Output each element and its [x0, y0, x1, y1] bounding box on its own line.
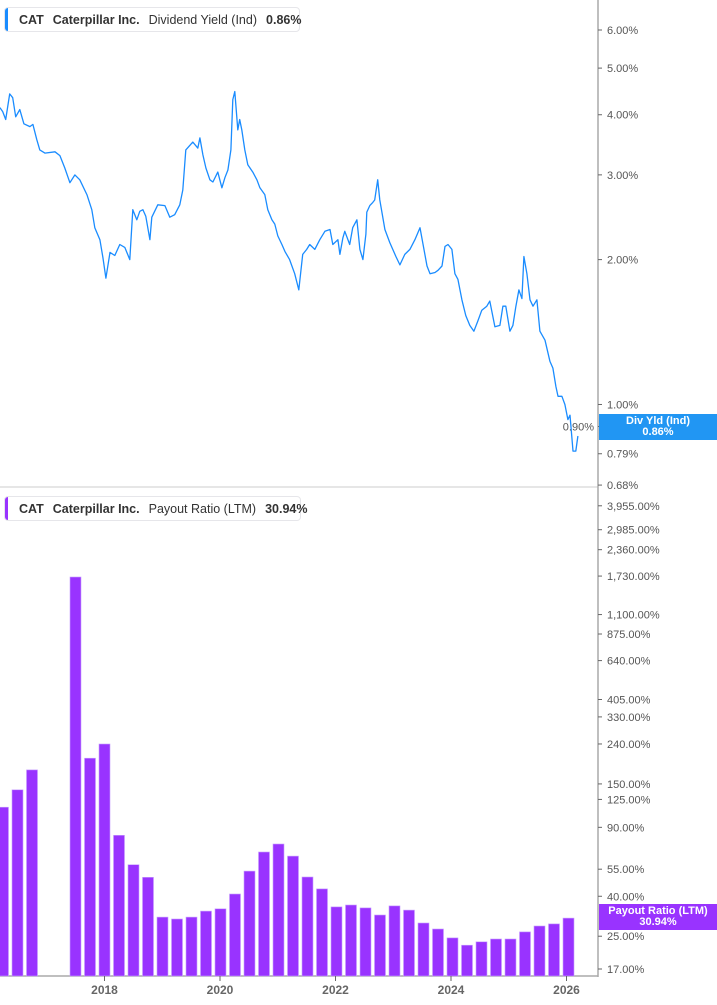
y-tick-label: 0.90%: [563, 421, 594, 433]
payout-bar: [185, 916, 198, 977]
y-tick-label: 405.00%: [607, 694, 651, 706]
y-tick-label: 40.00%: [607, 891, 645, 903]
x-tick-label: 2024: [438, 983, 465, 997]
tag-label: Payout Ratio (LTM): [608, 905, 708, 917]
payout-bar: [316, 888, 328, 977]
payout-value-tag: Payout Ratio (LTM) 30.94%: [599, 904, 717, 930]
yield-legend: CAT Caterpillar Inc. Dividend Yield (Ind…: [4, 7, 302, 32]
legend-metric: Payout Ratio (LTM): [148, 501, 257, 516]
payout-bar: [0, 806, 9, 977]
x-tick-label: 2020: [207, 983, 234, 997]
payout-bar: [504, 938, 517, 977]
y-tick-label: 1,730.00%: [607, 571, 660, 583]
yield-value-tag: Div Yld (Ind) 0.86%: [599, 414, 717, 440]
legend-ticker: CAT: [19, 12, 44, 27]
y-tick-label: 2.00%: [607, 255, 638, 267]
y-tick-label: 640.00%: [607, 656, 651, 668]
payout-bar: [156, 916, 169, 977]
payout-bar: [461, 944, 473, 977]
y-tick-label: 55.00%: [607, 864, 645, 876]
payout-bar: [374, 914, 386, 977]
payout-bar: [475, 941, 488, 977]
tag-label: Div Yld (Ind): [626, 415, 690, 427]
y-tick-label: 2,360.00%: [607, 545, 660, 557]
payout-bar: [562, 917, 575, 977]
y-tick-label: 125.00%: [607, 794, 651, 806]
legend-metric: Dividend Yield (Ind): [148, 12, 258, 27]
payout-bar: [533, 925, 546, 977]
legend-value: 0.86%: [266, 12, 302, 27]
payout-bar: [98, 743, 111, 977]
legend-ticker: CAT: [19, 501, 44, 516]
payout-bar: [113, 834, 125, 977]
y-tick-label: 90.00%: [607, 822, 645, 834]
payout-bar: [142, 876, 154, 977]
tag-value: 0.86%: [642, 426, 674, 438]
payout-bar: [432, 928, 444, 977]
payout-bar: [214, 908, 227, 977]
tag-value: 30.94%: [639, 916, 677, 928]
payout-bar: [417, 922, 430, 977]
x-tick-label: 2018: [91, 983, 118, 997]
y-tick-label: 240.00%: [607, 739, 651, 751]
payout-bar: [11, 789, 24, 977]
y-tick-label: 875.00%: [607, 629, 651, 641]
y-tick-label: 1,100.00%: [607, 610, 660, 622]
y-tick-label: 3,955.00%: [607, 501, 660, 513]
payout-bar: [345, 904, 357, 977]
payout-bar: [301, 876, 314, 977]
legend-accent: [5, 497, 8, 520]
payout-bar: [359, 907, 372, 977]
payout-bar: [330, 906, 343, 977]
payout-bar: [26, 769, 38, 977]
payout-bar: [287, 855, 299, 977]
y-tick-label: 4.00%: [607, 110, 638, 122]
y-tick-label: 0.68%: [607, 480, 638, 492]
payout-bar: [200, 910, 212, 977]
y-tick-label: 6.00%: [607, 25, 638, 37]
dividend-yield-line: [0, 90, 579, 452]
payout-bar: [229, 893, 241, 977]
y-tick-label: 2,985.00%: [607, 525, 660, 537]
payout-bar: [171, 918, 183, 977]
y-tick-label: 150.00%: [607, 779, 651, 791]
payout-bar: [69, 576, 82, 977]
legend-company: Caterpillar Inc.: [52, 501, 140, 516]
x-tick-label: 2026: [553, 983, 580, 997]
y-tick-label: 1.00%: [607, 399, 638, 411]
payout-bar: [519, 931, 531, 977]
y-tick-label: 5.00%: [607, 63, 638, 75]
y-tick-label: 17.00%: [607, 964, 645, 976]
payout-bar: [388, 905, 401, 977]
legend-value: 30.94%: [265, 501, 308, 516]
legend-accent: [5, 8, 8, 31]
payout-bar: [548, 923, 560, 977]
payout-bar: [258, 851, 270, 977]
y-tick-label: 3.00%: [607, 170, 638, 182]
payout-legend: CAT Caterpillar Inc. Payout Ratio (LTM) …: [4, 496, 307, 521]
legend-company: Caterpillar Inc.: [52, 12, 140, 27]
payout-bar: [84, 757, 96, 977]
payout-bar: [403, 909, 415, 977]
payout-bars: [0, 576, 575, 977]
payout-bar: [127, 864, 140, 977]
payout-bar: [446, 937, 459, 977]
payout-bar: [243, 870, 256, 977]
x-axis-ticks: 2018 2020 2022 2024 2026: [91, 976, 580, 997]
y-tick-label: 0.79%: [607, 449, 638, 461]
yield-axis-ticks: 6.00% 5.00% 4.00% 3.00% 2.00% 1.00% 0.90% 0.79%…: [563, 25, 639, 492]
payout-bar: [272, 843, 285, 977]
x-tick-label: 2022: [322, 983, 349, 997]
y-tick-label: 330.00%: [607, 712, 651, 724]
payout-bar: [490, 938, 502, 977]
payout-axis-ticks: 3,955.00% 2,985.00% 2,360.00% 1,730.00% 1,10…: [598, 501, 660, 976]
y-tick-label: 25.00%: [607, 931, 645, 943]
